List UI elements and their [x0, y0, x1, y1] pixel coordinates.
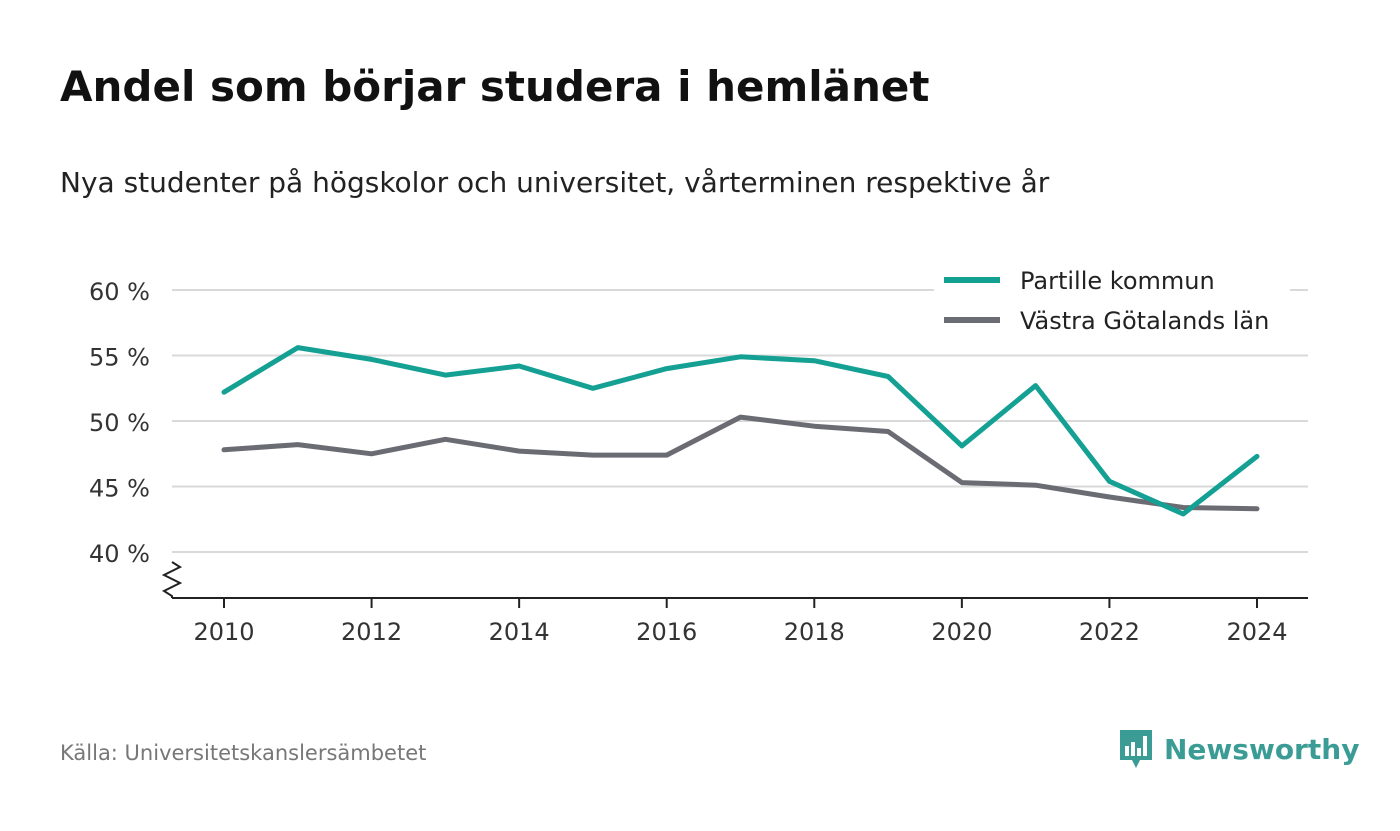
series-line	[221, 414, 1260, 512]
chart-title: Andel som börjar studera i hemlänet	[60, 62, 930, 111]
x-tick-label: 2014	[489, 618, 550, 646]
newsworthy-logo-icon	[1120, 730, 1152, 768]
y-tick-label: 60 %	[89, 278, 150, 306]
legend-background	[934, 262, 1290, 344]
x-tick-label: 2020	[931, 618, 992, 646]
x-axis-ticks: 2010 2012 2014 2016 2018 2020 2022 2024	[193, 598, 1288, 646]
y-axis-ticks: 40 % 45 % 50 % 55 % 60 %	[89, 278, 150, 568]
y-tick-label: 45 %	[89, 475, 150, 503]
y-tick-label: 50 %	[89, 409, 150, 437]
y-tick-label: 55 %	[89, 344, 150, 372]
chart-subtitle: Nya studenter på högskolor och universit…	[60, 166, 1050, 199]
x-tick-label: 2016	[636, 618, 697, 646]
legend-label: Partille kommun	[1020, 267, 1215, 295]
x-tick-label: 2012	[341, 618, 402, 646]
brand-name: Newsworthy	[1164, 732, 1360, 766]
brand-logo[interactable]: Newsworthy	[1118, 728, 1359, 770]
x-tick-label: 2018	[784, 618, 845, 646]
legend-label: Västra Götalands län	[1020, 307, 1269, 335]
x-axis	[161, 561, 1308, 599]
series-lines	[221, 345, 1260, 517]
source-note: Källa: Universitetskanslersämbetet	[60, 741, 427, 765]
y-tick-label: 40 %	[89, 540, 150, 568]
x-tick-label: 2010	[193, 618, 254, 646]
x-tick-label: 2022	[1079, 618, 1140, 646]
line-chart: 40 %45 %50 %55 %60 % 2010 2012 2014 2016 201…	[89, 262, 1308, 646]
legend: Partille kommun Västra Götalands län	[934, 262, 1290, 344]
series-line	[221, 345, 1260, 517]
axis-break-icon	[161, 561, 183, 598]
x-tick-label: 2024	[1226, 618, 1287, 646]
